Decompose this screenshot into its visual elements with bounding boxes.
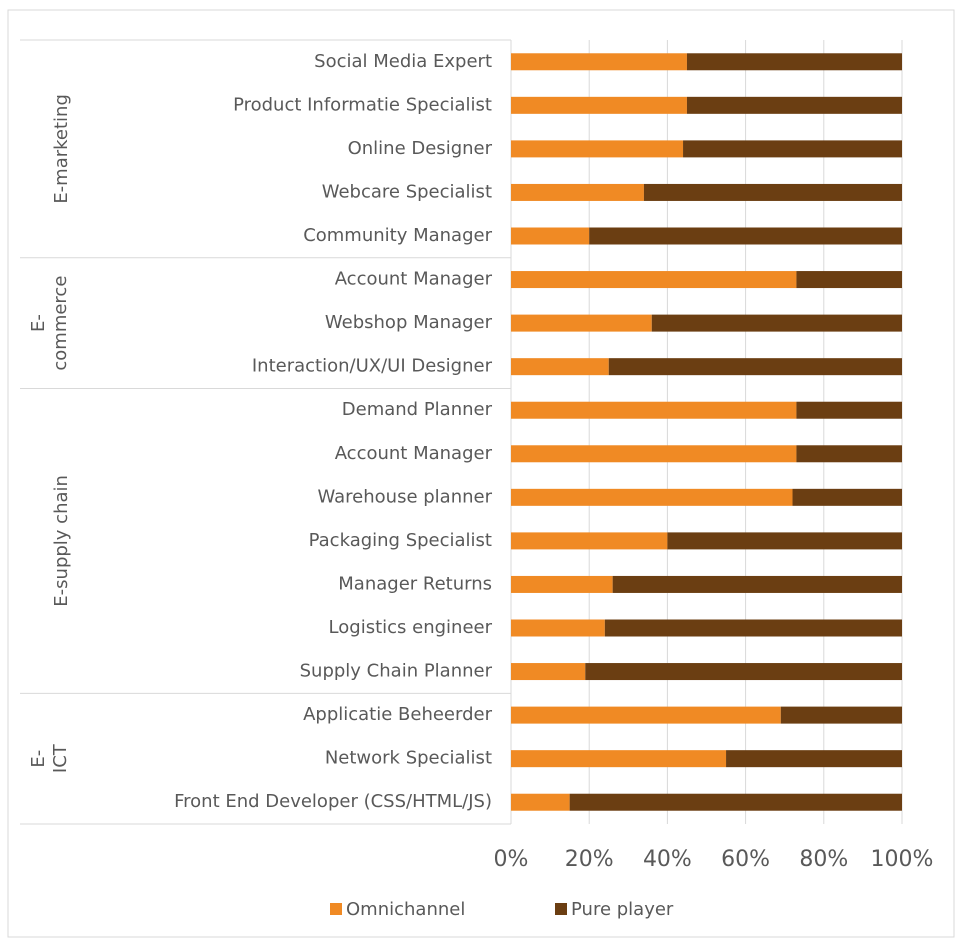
bar-segment [651,314,902,332]
category-label: Logistics engineer [329,617,493,638]
x-tick-label: 0% [494,847,529,872]
bar-segment [511,793,570,811]
bar-segment [511,575,613,593]
legend-label: Pure player [571,899,674,920]
x-tick-label: 20% [565,847,614,872]
group-label-line: commerce [50,276,71,371]
bar-segment [726,750,902,768]
bar-segment [604,619,902,637]
group-label: E-ICT [28,743,71,773]
category-label: Packaging Specialist [309,530,492,551]
group-label-line: E- [28,314,49,332]
bar-segment [511,401,797,419]
bar-segment [643,183,902,201]
x-tick-label: 80% [799,847,848,872]
bar-segment [511,706,781,724]
bar-segment [683,140,902,158]
group-label: E-marketing [51,94,72,204]
x-tick-label: 40% [643,847,692,872]
bar-segment [796,271,902,289]
category-label: Network Specialist [325,748,492,769]
bar-segment [511,619,605,637]
category-label: Front End Developer (CSS/HTML/JS) [174,791,492,812]
bar-segment [612,575,902,593]
bar-segment [511,183,644,201]
bar-segment [511,96,687,114]
group-label-line: E- [28,750,49,768]
bar-segment [511,750,727,768]
legend-swatch [555,903,567,915]
group-label: E-supply chain [51,475,72,607]
bar-segment [686,96,902,114]
x-tick-label: 60% [721,847,770,872]
bar-segment [796,401,902,419]
bar-segment [511,445,797,463]
category-label: Social Media Expert [314,51,492,72]
category-label: Webcare Specialist [322,181,492,202]
bar-segment [511,227,590,245]
bar-segment [511,532,668,550]
category-label: Account Manager [335,269,493,290]
bar-segment [796,445,902,463]
bar-segment [511,314,652,332]
category-label: Webshop Manager [325,312,493,333]
category-label: Account Manager [335,443,493,464]
bar-segment [511,663,586,681]
bar-segment [511,488,793,506]
category-label: Supply Chain Planner [300,661,493,682]
category-label: Community Manager [303,225,492,246]
chart-frame [7,9,955,938]
category-label: Manager Returns [338,573,492,594]
category-label: Applicatie Beheerder [303,704,493,725]
bar-segment [686,53,902,71]
category-label: Demand Planner [342,399,493,420]
category-label: Warehouse planner [317,486,492,507]
bar-segment [667,532,902,550]
bar-segment [792,488,902,506]
bar-segment [585,663,902,681]
group-label-line: ICT [50,743,71,773]
category-label: Interaction/UX/UI Designer [252,356,493,377]
legend-label: Omnichannel [346,899,465,920]
bar-segment [511,53,687,71]
bar-segment [511,271,797,289]
bar-segment [608,358,902,376]
bar-segment [569,793,902,811]
group-label: E-commerce [28,276,71,371]
x-tick-label: 100% [871,847,934,872]
category-label: Online Designer [348,138,493,159]
legend-swatch [330,903,342,915]
bar-segment [780,706,902,724]
bar-segment [511,140,684,158]
bar-segment [589,227,902,245]
bar-segment [511,358,609,376]
category-label: Product Informatie Specialist [233,94,492,115]
